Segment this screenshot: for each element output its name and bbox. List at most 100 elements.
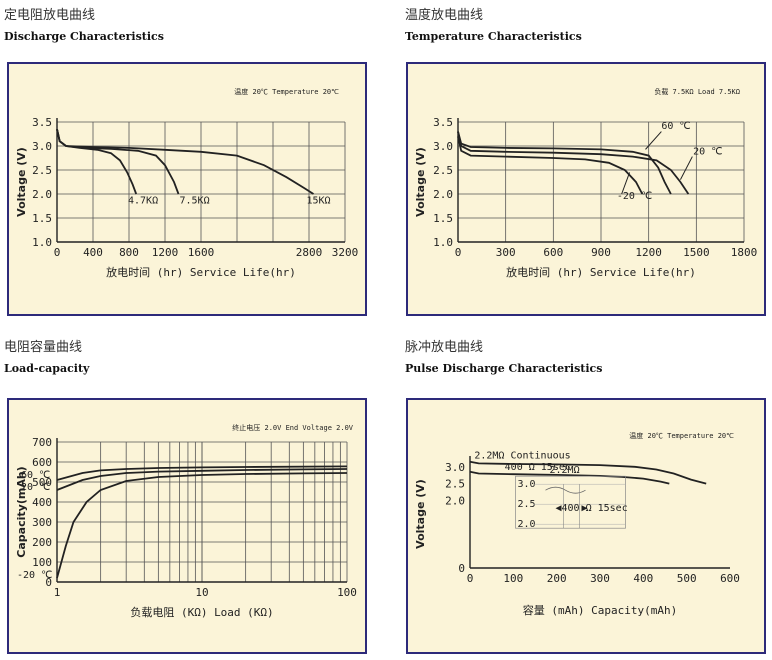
series-line-3 [56, 129, 314, 195]
y-tick-label: 1.5 [32, 212, 52, 225]
chart1-svg: 0 400 800 1200 1600 2800 3200 1.0 1.5 2.0 2.5 3.0 3.… [15, 87, 359, 279]
y-tick-label: 1.0 [32, 236, 52, 249]
chart4-x-axis-label: 容量 (mAh) Capacity(mAh) [523, 603, 677, 617]
series-label-2: 7.5KΩ [180, 196, 210, 207]
x-tick-label: 100 [337, 586, 357, 599]
y-tick-label: 3.0 [32, 140, 52, 153]
y-tick-label: 2.0 [32, 188, 52, 201]
chart1-panel: 0 400 800 1200 1600 2800 3200 1.0 1.5 2.0 2.5 3.0 3.… [7, 62, 367, 316]
inset-frame [515, 475, 626, 529]
chart4-panel: 0 100 200 300 400 500 600 0 2.0 2.5 3.0 容量 (mAh) Ca… [406, 398, 766, 654]
y-tick-label: 2.5 [32, 164, 52, 177]
y-tick-label: 3.5 [32, 116, 52, 129]
chart2-panel: 0 300 600 900 1200 1500 1800 1.0 1.5 2.0 2.5 3.0 3.5… [406, 62, 766, 316]
y-tick-label: 3.5 [433, 116, 453, 129]
series-label-1: 4.7KΩ [128, 196, 158, 207]
series-label-2: 20 ℃ [693, 147, 722, 158]
series-label-1: 60 ℃ [21, 470, 50, 481]
series-label-1: 2.2MΩ Continuous [474, 451, 570, 462]
x-tick-label: 100 [503, 572, 523, 585]
y-tick-label: 400 [32, 496, 52, 509]
chart1-condition-note: 温度 20℃ Temperature 20℃ [234, 87, 339, 96]
x-tick-label: 0 [467, 572, 474, 585]
y-tick-label: 600 [32, 456, 52, 469]
x-tick-label: 1600 [188, 246, 215, 259]
series-label-3: -20 ℃ [17, 570, 52, 581]
y-tick-label: 0 [45, 576, 52, 589]
chart1-title-en: Discharge Characteristics [4, 30, 164, 43]
chart2-condition-note: 负载 7.5KΩ Load 7.5KΩ [654, 87, 740, 96]
x-tick-label: 0 [455, 246, 462, 259]
y-tick-label: 200 [32, 536, 52, 549]
chart3-title-en: Load-capacity [4, 362, 90, 375]
label-pointer-3 [621, 172, 631, 195]
chart3-panel: 1 10 100 0 100 200 300 400 500 600 700 负载电阻 (KΩ) Lo… [7, 398, 367, 654]
series-line-1 [56, 465, 348, 481]
chart1-x-axis-label: 放电时间 (hr) Service Life(hr) [106, 265, 296, 279]
chart3-x-axis-label: 负载电阻 (KΩ) Load (KΩ) [130, 605, 273, 619]
series-line-3 [56, 472, 348, 579]
x-tick-label: 3200 [332, 246, 359, 259]
x-tick-label: 1500 [683, 246, 710, 259]
y-tick-label: 2.0 [445, 495, 465, 508]
x-tick-label: 300 [496, 246, 516, 259]
y-tick-label: 100 [32, 556, 52, 569]
y-tick-label: 700 [32, 436, 52, 449]
y-tick-label: 1.0 [433, 236, 453, 249]
inset-y-tick: 2.0 [518, 519, 536, 530]
x-tick-label: 400 [83, 246, 103, 259]
x-tick-label: 500 [677, 572, 697, 585]
x-tick-label: 400 [633, 572, 653, 585]
chart4-svg: 0 100 200 300 400 500 600 0 2.0 2.5 3.0 容量 (mAh) Ca… [414, 431, 740, 617]
x-tick-label: 2800 [296, 246, 323, 259]
chart4-title-cn: 脉冲放电曲线 [405, 340, 484, 355]
chart2-y-axis-label: Voltage (V) [414, 147, 427, 217]
series-line-3 [457, 136, 644, 195]
chart1-y-axis-label: Voltage (V) [15, 147, 28, 217]
label-pointer-2 [680, 156, 693, 180]
series-line-2 [56, 468, 348, 491]
chart2-title-cn: 温度放电曲线 [405, 8, 484, 23]
chart1-title-cn: 定电阻放电曲线 [4, 8, 96, 23]
inset-arrow-left [555, 505, 562, 512]
inset-arrow-right [581, 505, 588, 512]
x-tick-label: 600 [543, 246, 563, 259]
chart2-svg: 0 300 600 900 1200 1500 1800 1.0 1.5 2.0 2.5 3.0 3.5… [414, 87, 758, 279]
x-tick-label: 800 [119, 246, 139, 259]
y-tick-label: 2.5 [433, 164, 453, 177]
x-tick-label: 600 [720, 572, 740, 585]
series-line-1 [56, 129, 138, 195]
chart2-title-en: Temperature Characteristics [405, 30, 582, 43]
chart4-condition-note: 温度 20℃ Temperature 20℃ [629, 431, 734, 440]
x-tick-label: 10 [195, 586, 208, 599]
x-tick-label: 1200 [152, 246, 179, 259]
y-tick-label: 500 [32, 476, 52, 489]
chart3-title-cn: 电阻容量曲线 [4, 340, 83, 355]
x-tick-label: 1 [54, 586, 61, 599]
chart3-y-axis-label: Capacity(mAh) [15, 466, 28, 557]
inset-y-tick: 2.5 [518, 499, 536, 510]
y-tick-label: 3.0 [445, 461, 465, 474]
x-tick-label: 200 [547, 572, 567, 585]
series-label-2: 400 Ω 15sec [505, 462, 571, 473]
chart2-x-axis-label: 放电时间 (hr) Service Life(hr) [506, 265, 696, 279]
series-line-2 [457, 131, 690, 195]
x-tick-label: 300 [590, 572, 610, 585]
chart3-condition-note: 终止电压 2.0V End Voltage 2.0V [232, 423, 354, 432]
y-tick-label: 3.0 [433, 140, 453, 153]
series-label-3: 15KΩ [307, 196, 331, 207]
y-tick-label: 2.5 [445, 478, 465, 491]
inset-y-tick: 3.0 [518, 479, 536, 490]
x-tick-label: 1800 [731, 246, 758, 259]
x-tick-label: 1200 [635, 246, 662, 259]
series-label-1: 60 ℃ [661, 121, 690, 132]
series-line-1 [469, 460, 707, 485]
series-label-2: 20 ℃ [21, 482, 50, 493]
label-pointer-1 [645, 131, 662, 150]
chart3-grid [56, 441, 348, 583]
y-tick-label: 0 [458, 562, 465, 575]
chart4-title-en: Pulse Discharge Characteristics [405, 362, 603, 375]
x-tick-label: 900 [591, 246, 611, 259]
y-tick-label: 300 [32, 516, 52, 529]
series-label-3: -20 ℃ [617, 191, 652, 202]
